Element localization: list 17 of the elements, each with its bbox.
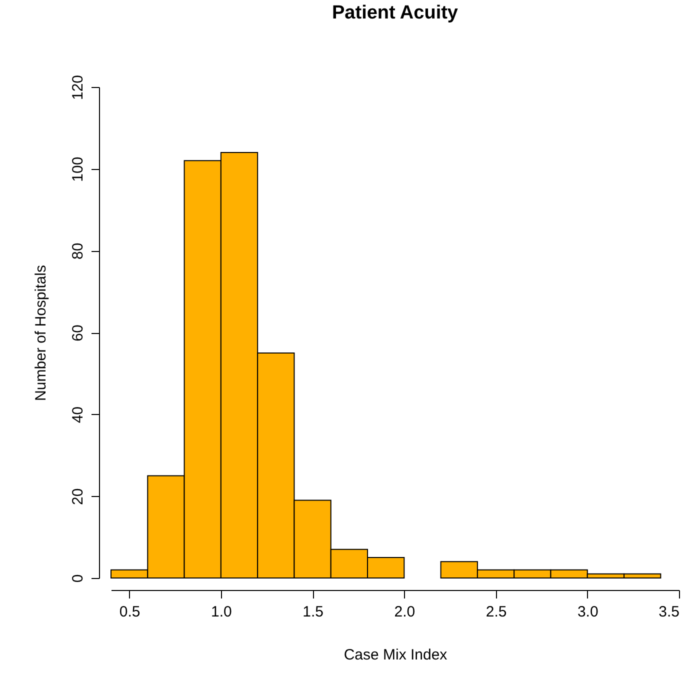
y-tick-label: 120 xyxy=(70,74,86,100)
x-tick-label: 3.5 xyxy=(658,604,680,620)
x-tick-label: 1.0 xyxy=(211,604,232,620)
x-tick-label: 3.0 xyxy=(577,604,598,620)
y-tick-label: 20 xyxy=(70,488,86,506)
y-tick-label: 100 xyxy=(70,156,86,182)
x-axis-title: Case Mix Index xyxy=(344,646,448,664)
y-tick-label: 0 xyxy=(70,574,86,583)
y-tick-label: 80 xyxy=(70,242,86,260)
x-tick-label: 2.5 xyxy=(486,604,507,620)
x-tick-label: 1.5 xyxy=(302,604,324,620)
y-axis-title: Number of Hospitals xyxy=(32,265,50,401)
y-tick-label: 60 xyxy=(70,324,86,342)
x-tick-label: 0.5 xyxy=(119,604,140,620)
y-tick-label: 40 xyxy=(70,406,86,424)
chart-title: Patient Acuity xyxy=(332,2,458,24)
x-tick-label: 2.0 xyxy=(394,604,416,620)
